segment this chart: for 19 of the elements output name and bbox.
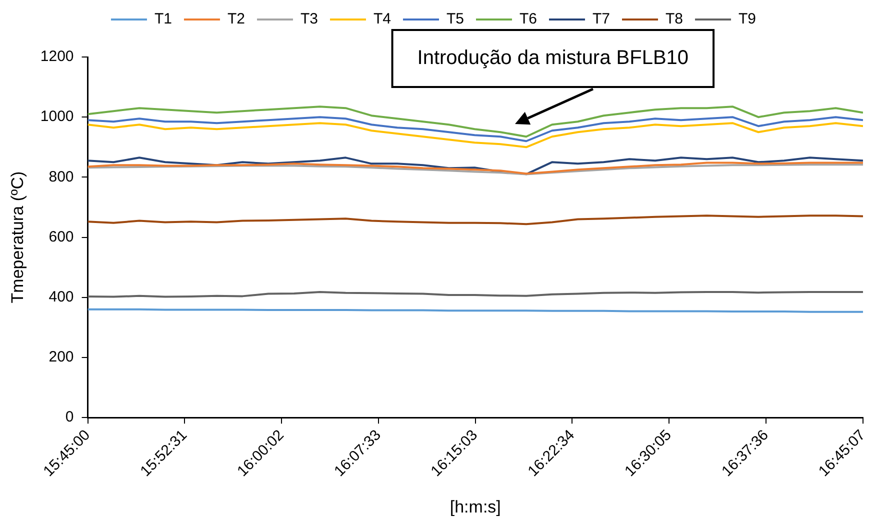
legend-label: T5 xyxy=(446,10,464,28)
annotation: Introdução da mistura BFLB10 xyxy=(417,47,689,70)
y-tick-label: 600 xyxy=(48,228,74,246)
legend-label: T8 xyxy=(666,10,684,28)
legend-label: T6 xyxy=(520,10,538,28)
legend-label: T3 xyxy=(300,10,318,28)
y-tick-label: 400 xyxy=(48,288,74,306)
legend-label: T2 xyxy=(227,10,245,28)
y-tick-label: 200 xyxy=(48,348,74,366)
x-axis-title: [h:m:s] xyxy=(450,497,501,516)
legend-label: T4 xyxy=(373,10,392,28)
legend-label: T9 xyxy=(738,10,756,28)
y-tick-label: 0 xyxy=(65,408,74,426)
legend-label: T7 xyxy=(592,10,610,28)
y-tick-label: 1200 xyxy=(40,48,74,66)
legend-label: T1 xyxy=(154,10,172,28)
y-axis-title: Tmeperatura (ºC) xyxy=(8,171,27,304)
y-tick-label: 800 xyxy=(48,168,74,186)
y-tick-label: 1000 xyxy=(40,108,74,126)
